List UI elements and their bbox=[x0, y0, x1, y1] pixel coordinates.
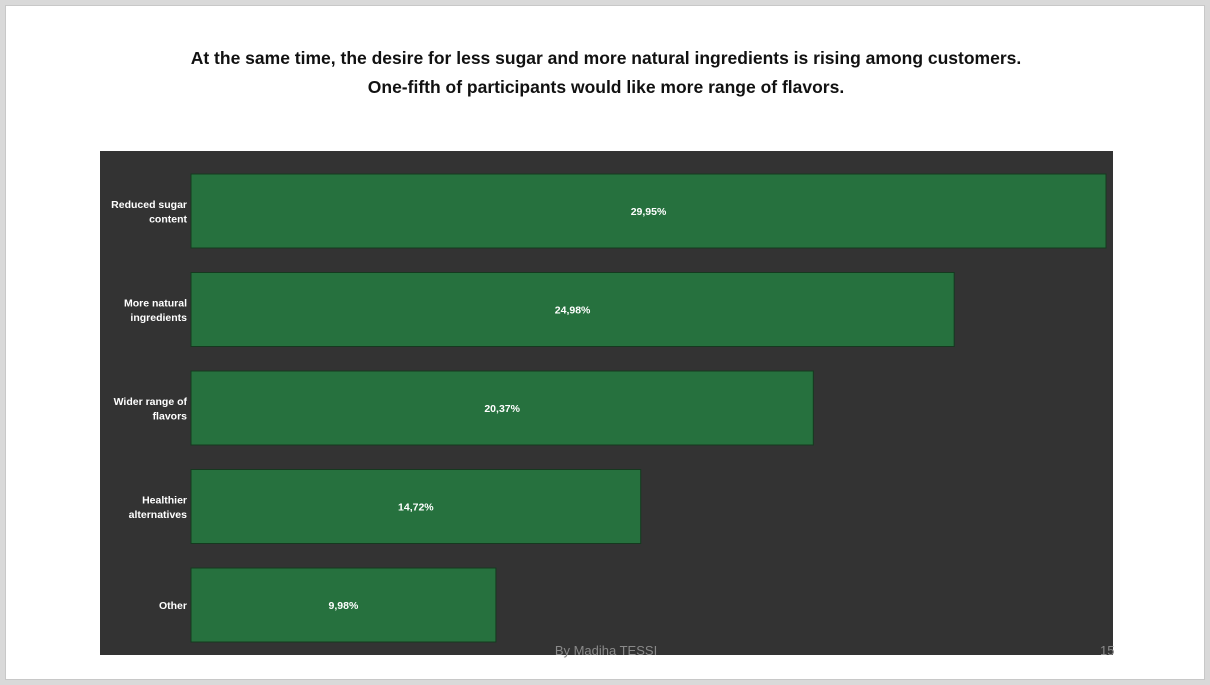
bar-data-label: 24,98% bbox=[555, 305, 591, 317]
bar bbox=[190, 370, 814, 446]
slide-title-line-1: At the same time, the desire for less su… bbox=[190, 48, 1022, 68]
category-label: Healthier alternatives bbox=[129, 494, 188, 521]
page-number: 15 bbox=[1100, 643, 1115, 658]
bar-chart: 29,95% Reduced sugar content 24,98% More nat… bbox=[100, 151, 1113, 655]
footer-author: By Madiha TESSI bbox=[554, 643, 658, 658]
category-label: More natural ingredients bbox=[124, 297, 187, 324]
category-label-line: Other bbox=[159, 600, 187, 612]
category-label-line: alternatives bbox=[129, 509, 188, 521]
slide: At the same time, the desire for less su… bbox=[5, 5, 1205, 680]
category-label-line: Wider range of bbox=[114, 396, 188, 408]
category-label-line: Reduced sugar bbox=[111, 199, 187, 211]
bar bbox=[190, 173, 1107, 249]
bar-data-label: 29,95% bbox=[631, 206, 667, 218]
category-label-line: flavors bbox=[153, 410, 188, 422]
bar-chart-svg: 29,95% Reduced sugar content 24,98% More nat… bbox=[111, 173, 1107, 643]
slide-title: At the same time, the desire for less su… bbox=[6, 44, 1206, 102]
category-label-line: Healthier bbox=[142, 494, 187, 506]
slide-title-line-2: One-fifth of participants would like mor… bbox=[367, 77, 845, 97]
category-label: Other bbox=[159, 600, 187, 612]
category-label: Wider range of flavors bbox=[114, 396, 188, 423]
bar-group: 9,98% Other bbox=[159, 567, 497, 643]
bar-group: 14,72% Healthier alternatives bbox=[129, 469, 642, 544]
bar bbox=[190, 272, 955, 347]
category-label-line: ingredients bbox=[130, 312, 187, 324]
category-label-line: More natural bbox=[124, 297, 187, 309]
bar-group: 24,98% More natural ingredients bbox=[124, 272, 955, 347]
bar bbox=[190, 567, 497, 643]
bar-group: 20,37% Wider range of flavors bbox=[114, 370, 814, 446]
bar-data-label: 9,98% bbox=[329, 600, 359, 612]
bar-group: 29,95% Reduced sugar content bbox=[111, 173, 1107, 249]
category-label-line: content bbox=[149, 213, 187, 225]
bar bbox=[190, 469, 642, 544]
bar-data-label: 14,72% bbox=[398, 502, 434, 514]
category-label: Reduced sugar content bbox=[111, 199, 187, 226]
bar-data-label: 20,37% bbox=[484, 403, 520, 415]
